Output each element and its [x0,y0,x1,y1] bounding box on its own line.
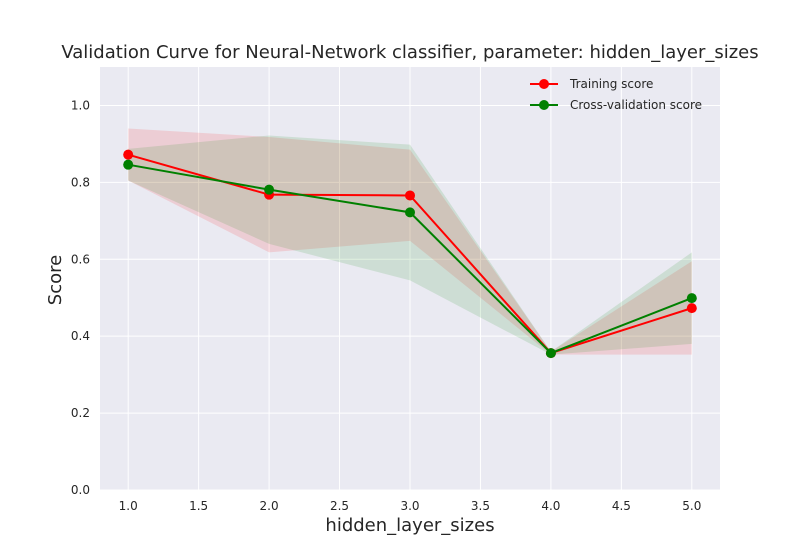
grid [100,67,720,491]
chart-title: Validation Curve for Neural-Network clas… [61,42,758,63]
x-tick-label: 4.5 [612,499,631,513]
data-point [686,293,697,304]
data-point [264,184,275,195]
data-point [405,190,415,201]
data-point [123,149,134,160]
tick-labels: 1.0 1.5 2.0 2.5 3.0 3.5 4.0 4.5 5.0 0.0 0.2 0.4 0.6 0… [71,98,701,513]
x-tick-label: 2.5 [330,499,349,513]
y-tick-label: 0.4 [71,329,90,343]
legend-entry: Training score [569,77,653,91]
y-tick-label: 0.2 [71,406,90,420]
x-tick-label: 5.0 [682,499,701,513]
y-axis-label: Score [45,255,66,305]
y-tick-label: 0.0 [71,483,90,497]
x-tick-label: 2.0 [260,499,279,513]
legend-entry: Cross-validation score [570,98,702,112]
legend-marker [539,100,549,110]
data-point [686,303,697,314]
data-point [405,207,415,218]
x-tick-label: 3.0 [400,499,419,513]
data-point [545,348,556,359]
x-tick-label: 3.5 [471,499,490,513]
x-tick-label: 1.5 [189,499,208,513]
y-tick-label: 0.6 [71,252,90,266]
x-tick-label: 1.0 [119,499,138,513]
series-lines [123,149,697,359]
y-tick-label: 1.0 [71,98,90,112]
data-point [123,159,134,170]
y-tick-label: 0.8 [71,175,90,189]
legend-marker [539,79,549,89]
legend: Training score Cross-validation score [530,77,702,112]
x-axis-label: hidden_layer_sizes [325,515,494,536]
x-tick-label: 4.0 [541,499,560,513]
